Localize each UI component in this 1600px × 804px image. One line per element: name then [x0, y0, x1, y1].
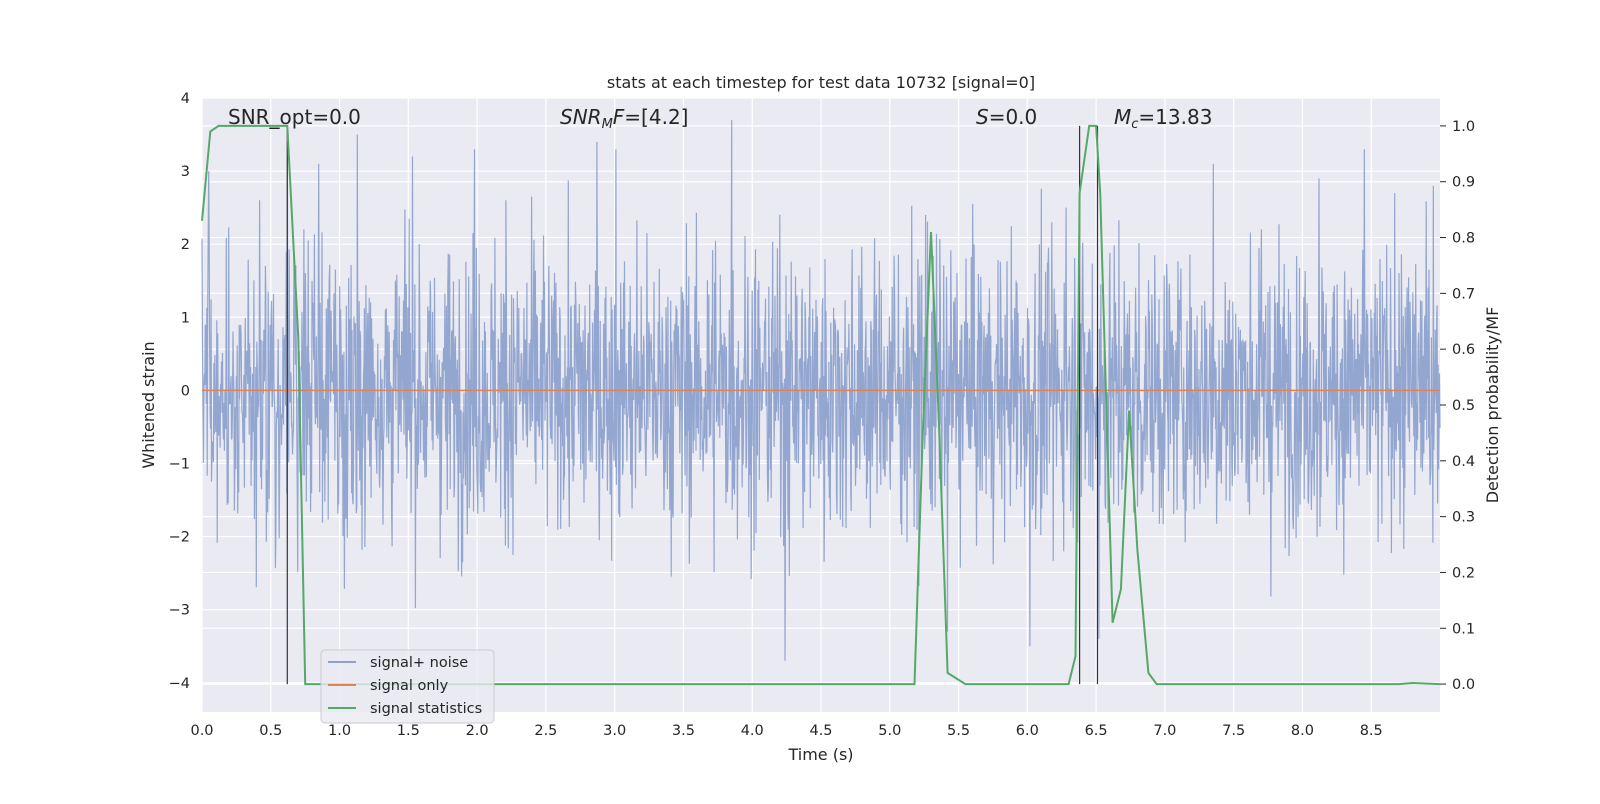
y-tick-label: 3	[181, 164, 190, 180]
annotation-s: S=0.0	[976, 105, 1037, 129]
y2-tick-label: 1.0	[1452, 119, 1475, 135]
annotation-snr-opt: SNR_opt=0.0	[228, 105, 361, 129]
x-tick-label: 1.5	[397, 723, 420, 739]
x-tick-label: 3.5	[672, 723, 695, 739]
y-tick-labels: 4 3 2 1 0 −1 −2 −3 −4	[169, 91, 190, 692]
signal-statistics-line	[201, 124, 1441, 686]
x-tick-label: 7.0	[1153, 723, 1176, 739]
y-tick-label: 4	[181, 91, 190, 107]
x-tick-label: 6.5	[1085, 723, 1108, 739]
y2-tick-label: 0.5	[1452, 398, 1475, 414]
legend: signal+ noise signal only signal statist…	[320, 649, 495, 724]
signal-statistics-series	[201, 124, 1441, 686]
x-tick-labels: 0.0 0.5 1.0 1.5 2.0 2.5 3.0 3.5 4.0 4.5 5.0 5.5 6.0 6…	[190, 723, 1382, 739]
x-tick-label: 2.0	[466, 723, 489, 739]
x-tick-label: 5.0	[878, 723, 901, 739]
y-tick-label: −3	[169, 603, 190, 619]
x-tick-label: 6.0	[1016, 723, 1039, 739]
legend-stats-label: signal statistics	[370, 701, 482, 717]
legend-box	[320, 649, 495, 724]
annotation-mc: Mc=13.83	[1114, 105, 1212, 132]
y2-tick-label: 0.2	[1452, 565, 1475, 581]
y2-tick-labels: 1.0 0.9 0.8 0.7 0.6 0.5 0.4 0.3 0.2 0.1 0.0	[1440, 119, 1475, 693]
x-tick-label: 0.0	[190, 723, 213, 739]
x-tick-label: 3.0	[603, 723, 626, 739]
y2-tick-label: 0.0	[1452, 677, 1475, 693]
y2-axis-label: Detection probability/MF	[1483, 307, 1502, 504]
x-tick-label: 4.5	[809, 723, 832, 739]
x-tick-label: 5.5	[947, 723, 970, 739]
x-tick-label: 4.0	[741, 723, 764, 739]
x-tick-label: 0.5	[259, 723, 282, 739]
x-tick-label: 7.5	[1222, 723, 1245, 739]
x-tick-label: 8.5	[1360, 723, 1383, 739]
legend-noise-label: signal+ noise	[370, 655, 468, 671]
y2-tick-label: 0.4	[1452, 454, 1475, 470]
y2-tick-label: 0.7	[1452, 286, 1475, 302]
annotations: SNR_opt=0.0 SNRMF=[4.2] S=0.0 Mc=13.83	[228, 105, 1212, 132]
x-axis-label: Time (s)	[787, 745, 853, 764]
noise-series	[201, 119, 1441, 661]
y2-tick-label: 0.9	[1452, 175, 1475, 191]
y-tick-label: 2	[181, 237, 190, 253]
y2-tick-label: 0.6	[1452, 342, 1475, 358]
y2-tick-label: 0.1	[1452, 621, 1475, 637]
y-tick-label: −1	[169, 456, 190, 472]
y2-tick-label: 0.3	[1452, 510, 1475, 526]
noise-line	[201, 119, 1441, 661]
x-tick-label: 1.0	[328, 723, 351, 739]
y2-tick-label: 0.8	[1452, 231, 1475, 247]
y-tick-label: 0	[181, 383, 190, 399]
y-tick-label: −4	[169, 676, 190, 692]
y-axis-label: Whitened strain	[139, 341, 158, 468]
y-tick-label: 1	[181, 310, 190, 326]
annotation-snr-mf: SNRMF=[4.2]	[560, 105, 688, 132]
legend-signal-label: signal only	[370, 678, 449, 694]
y-tick-label: −2	[169, 530, 190, 546]
x-tick-label: 2.5	[534, 723, 557, 739]
chart-title: stats at each timestep for test data 107…	[607, 73, 1035, 92]
x-tick-label: 8.0	[1291, 723, 1314, 739]
